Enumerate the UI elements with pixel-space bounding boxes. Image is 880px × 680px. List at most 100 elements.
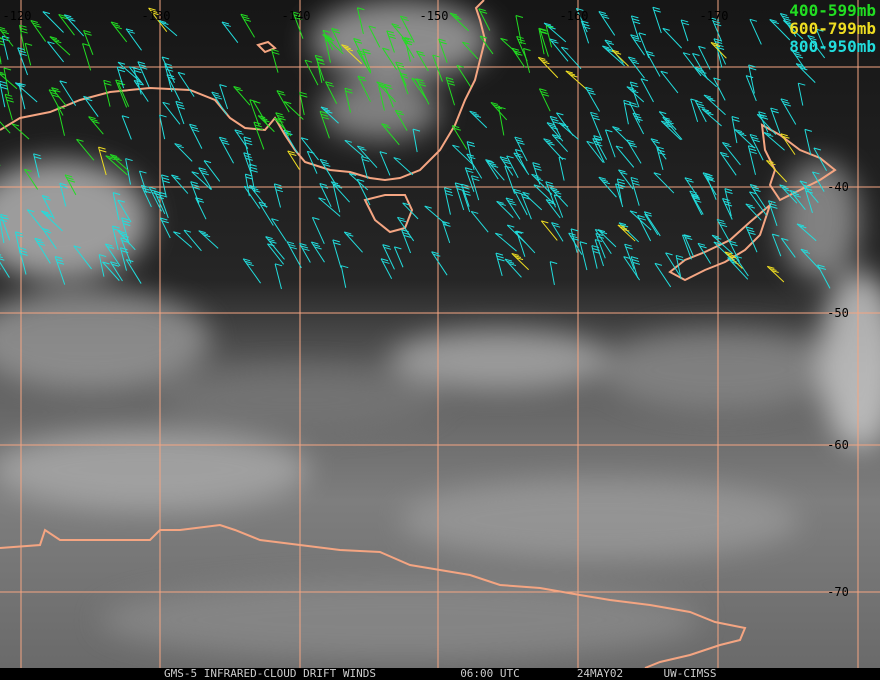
barb-tick bbox=[595, 228, 603, 232]
barb-tick bbox=[719, 224, 728, 228]
wind-barb bbox=[120, 237, 132, 264]
barb-tick bbox=[122, 220, 130, 224]
barb-shaft bbox=[82, 43, 92, 71]
barb-tick bbox=[711, 17, 720, 21]
barb-shaft bbox=[558, 122, 579, 140]
barb-tick bbox=[698, 45, 706, 49]
barb-shaft bbox=[803, 185, 813, 214]
barb-tick bbox=[104, 82, 112, 86]
wind-barb bbox=[652, 6, 662, 34]
barb-shaft bbox=[722, 198, 733, 220]
wind-barb bbox=[763, 131, 785, 151]
barb-tick bbox=[141, 184, 149, 188]
barb-tick bbox=[770, 205, 778, 209]
barb-tick bbox=[432, 54, 440, 58]
footer-text: 06:00 UTC bbox=[460, 667, 520, 680]
barb-shaft bbox=[0, 73, 18, 90]
wind-barb bbox=[630, 176, 640, 206]
barb-tick bbox=[497, 258, 505, 262]
barb-tick bbox=[511, 252, 519, 256]
wind-barb bbox=[579, 241, 588, 271]
wind-barb bbox=[694, 66, 717, 88]
barb-tick bbox=[686, 179, 694, 183]
barb-tick bbox=[498, 106, 506, 110]
barb-tick bbox=[299, 91, 307, 95]
barb-tick bbox=[615, 145, 624, 149]
barb-tick bbox=[54, 40, 62, 44]
barb-tick bbox=[804, 187, 813, 191]
barb-tick bbox=[233, 86, 241, 89]
barb-shaft bbox=[505, 197, 521, 220]
barb-tick bbox=[771, 110, 779, 114]
lat-label: -60 bbox=[827, 438, 849, 452]
wind-barb bbox=[513, 152, 530, 176]
barb-tick bbox=[771, 270, 779, 273]
wind-barb bbox=[82, 43, 92, 71]
footer-text: 24MAY02 bbox=[577, 667, 623, 680]
wind-barb bbox=[728, 240, 740, 262]
barb-tick bbox=[783, 188, 791, 192]
barb-shaft bbox=[575, 8, 588, 33]
barb-tick bbox=[66, 176, 74, 180]
wind-barb bbox=[0, 216, 7, 244]
barb-tick bbox=[161, 220, 169, 224]
wind-barb bbox=[653, 172, 675, 194]
wind-barb bbox=[745, 75, 757, 102]
wind-barb bbox=[749, 191, 767, 216]
barb-shaft bbox=[780, 98, 797, 125]
wind-barb bbox=[682, 52, 702, 77]
barb-shaft bbox=[117, 82, 130, 107]
barb-tick bbox=[625, 246, 633, 250]
wind-barb bbox=[49, 36, 71, 56]
wind-barb bbox=[745, 203, 762, 221]
barb-tick bbox=[593, 250, 601, 254]
barb-tick bbox=[359, 78, 367, 82]
wind-barb bbox=[203, 160, 221, 182]
wind-barb bbox=[537, 56, 559, 79]
barb-tick bbox=[471, 175, 479, 179]
wind-barb bbox=[683, 234, 694, 257]
barb-shaft bbox=[397, 217, 415, 242]
wind-barb bbox=[54, 256, 66, 285]
barb-tick bbox=[250, 166, 258, 170]
barb-tick bbox=[117, 66, 125, 70]
barb-tick bbox=[452, 144, 460, 148]
barb-shaft bbox=[513, 189, 528, 216]
wind-barb bbox=[368, 25, 381, 48]
barb-tick bbox=[0, 258, 5, 261]
barb-shaft bbox=[495, 232, 517, 252]
barb-tick bbox=[766, 160, 774, 163]
barb-tick bbox=[125, 158, 133, 162]
wind-barb bbox=[749, 133, 764, 161]
barb-tick bbox=[121, 115, 130, 119]
barb-tick bbox=[60, 185, 68, 189]
barb-tick bbox=[192, 129, 200, 133]
wind-barb bbox=[780, 98, 797, 125]
wind-barb bbox=[682, 234, 692, 260]
wind-barb bbox=[112, 225, 121, 251]
barb-tick bbox=[396, 64, 405, 68]
barb-tick bbox=[0, 216, 7, 220]
barb-shaft bbox=[514, 231, 536, 254]
barb-shaft bbox=[33, 153, 40, 178]
barb-shaft bbox=[24, 169, 39, 190]
barb-tick bbox=[346, 233, 354, 237]
barb-tick bbox=[0, 83, 8, 87]
barb-tick bbox=[274, 263, 283, 267]
barb-tick bbox=[202, 234, 211, 238]
barb-tick bbox=[617, 224, 626, 228]
barb-shaft bbox=[173, 231, 193, 248]
barb-shaft bbox=[356, 145, 378, 169]
wind-barb bbox=[274, 263, 283, 290]
barb-tick bbox=[766, 133, 774, 137]
wind-barb bbox=[381, 123, 400, 146]
barb-tick bbox=[0, 73, 7, 76]
barb-tick bbox=[190, 181, 198, 185]
wind-barb bbox=[533, 184, 556, 206]
wind-barb bbox=[638, 32, 650, 59]
barb-tick bbox=[496, 255, 504, 259]
barb-tick bbox=[402, 202, 410, 206]
barb-shaft bbox=[545, 25, 553, 48]
barb-tick bbox=[705, 173, 713, 177]
